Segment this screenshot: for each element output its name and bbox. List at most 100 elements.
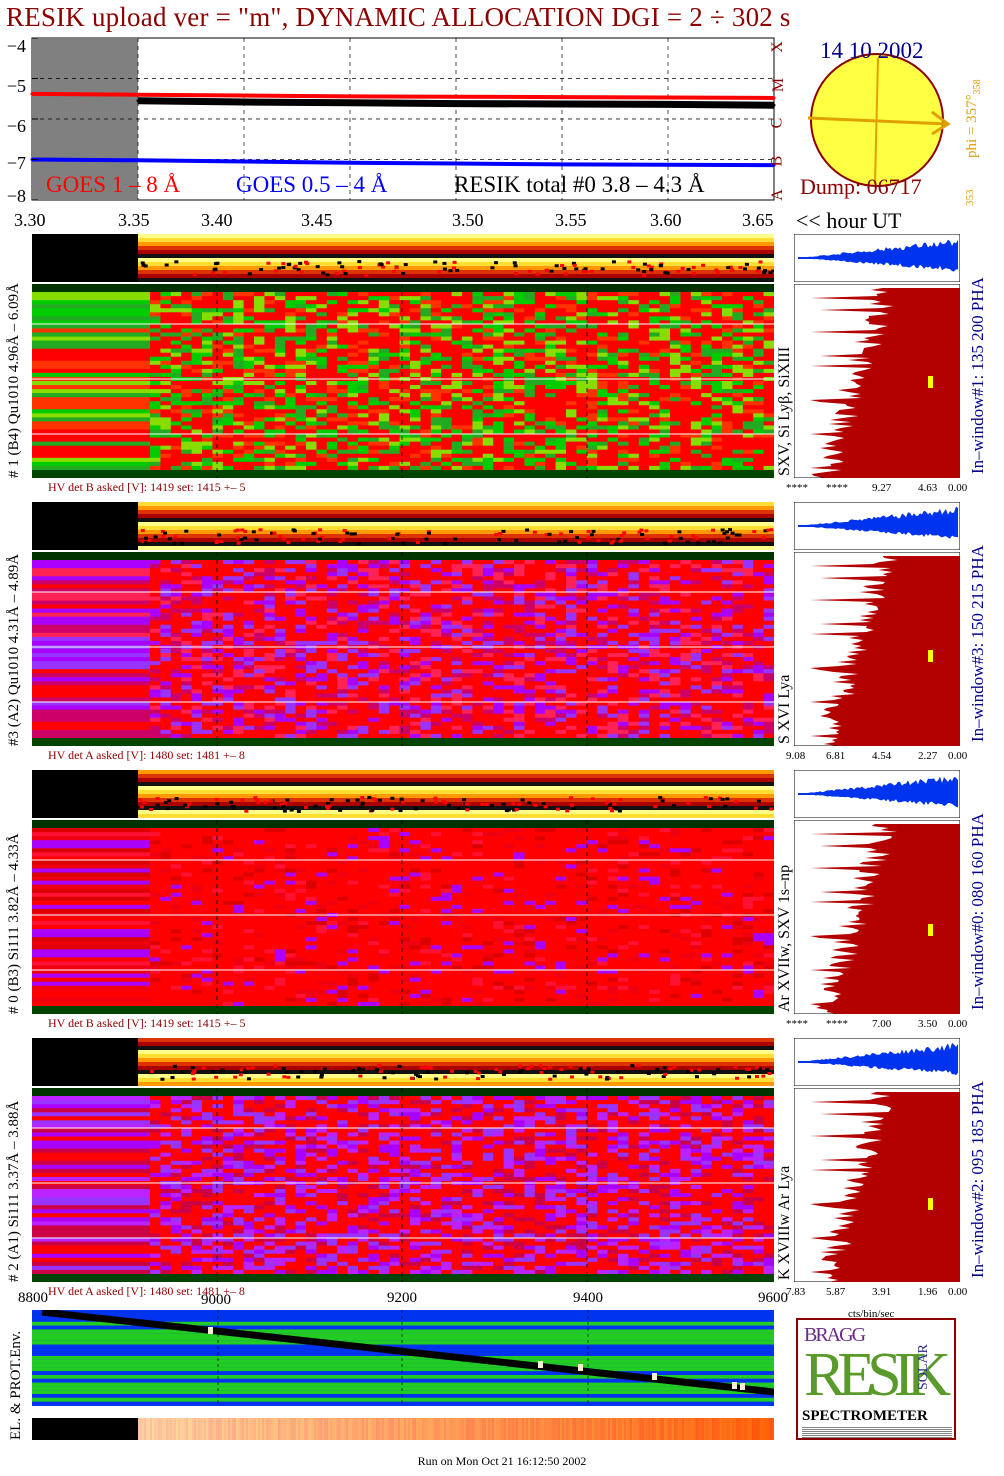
spectrogram-cell bbox=[618, 604, 629, 610]
spectrogram-cell bbox=[545, 616, 557, 622]
spectrogram-cell bbox=[410, 340, 421, 346]
spectrogram-cell bbox=[462, 592, 473, 597]
spectrogram-cell bbox=[274, 421, 286, 426]
spectrogram-cell bbox=[732, 600, 744, 606]
spectrogram-cell bbox=[326, 576, 338, 581]
spectrogram-cell bbox=[358, 580, 369, 585]
spectrogram-cell bbox=[295, 372, 307, 378]
spectrogram-cell bbox=[576, 304, 588, 309]
spectrogram-cell bbox=[628, 657, 640, 662]
spectrogram-cell bbox=[638, 608, 650, 614]
spectrogram-cell bbox=[399, 328, 411, 333]
spectrogram-row bbox=[32, 437, 150, 443]
spectrogram-cell bbox=[233, 441, 245, 447]
spectrogram-cell bbox=[160, 401, 172, 406]
spectrogram-cell bbox=[378, 596, 390, 601]
spectrogram-cell bbox=[722, 608, 733, 614]
spectrogram-cell bbox=[181, 324, 193, 329]
spectrogram-cell bbox=[503, 661, 515, 666]
spectrogram-cell bbox=[378, 616, 390, 622]
spectrogram-cell bbox=[150, 292, 161, 297]
spectrogram-cell bbox=[150, 604, 161, 610]
spectrogram-cell bbox=[170, 564, 182, 569]
spectrogram-cell bbox=[659, 449, 671, 455]
spectrogram-cell bbox=[368, 445, 380, 451]
spectrogram-cell bbox=[711, 421, 723, 426]
phi-arrow-axis bbox=[874, 57, 879, 185]
spectrogram-cell bbox=[430, 580, 442, 585]
spectrogram-cell bbox=[358, 336, 369, 342]
strip-noise bbox=[586, 536, 591, 540]
spectrogram-cell bbox=[482, 324, 494, 329]
spectrogram-cell bbox=[326, 352, 338, 358]
spectrogram-cell bbox=[368, 592, 380, 597]
spectrogram-cell bbox=[316, 620, 328, 626]
spectrogram-cell bbox=[680, 405, 692, 410]
strip-noise bbox=[646, 264, 651, 268]
hist-tick: 0.00 bbox=[948, 482, 968, 494]
spectrogram-cell bbox=[399, 368, 411, 374]
spectrogram-cell bbox=[722, 580, 733, 585]
spectrogram-cell bbox=[160, 381, 172, 386]
spectrogram-cell bbox=[337, 461, 349, 467]
spectrogram-cell bbox=[722, 401, 733, 406]
spectrogram-cell bbox=[441, 453, 453, 459]
spectrogram-cell bbox=[555, 600, 567, 606]
spectrogram-cell bbox=[586, 316, 598, 321]
spectrogram-cell bbox=[254, 409, 265, 414]
spectrogram-cell bbox=[202, 608, 213, 614]
spectrogram-cell bbox=[763, 340, 774, 346]
spectrogram-cell bbox=[680, 449, 692, 455]
spectrogram-cell bbox=[472, 572, 484, 577]
spectrogram-cell bbox=[150, 429, 161, 435]
spectrogram-cell bbox=[659, 292, 671, 297]
spectrogram-cell bbox=[378, 572, 390, 577]
spectrogram-cell bbox=[160, 640, 172, 646]
spectrogram-cell bbox=[306, 433, 317, 439]
spectrogram-cell bbox=[378, 433, 390, 439]
spectrogram-cell bbox=[337, 600, 349, 606]
spectrogram-cell bbox=[534, 661, 546, 666]
spectrogram-cell bbox=[420, 385, 432, 390]
spectrogram-cell bbox=[306, 429, 317, 435]
spectrogram-cell bbox=[462, 296, 473, 301]
spectrogram-cell bbox=[690, 364, 702, 370]
spectrogram-cell bbox=[638, 657, 650, 662]
spectrogram-cell bbox=[462, 413, 473, 418]
spectrogram-cell bbox=[337, 344, 349, 350]
spectrogram-cell bbox=[337, 441, 349, 447]
spectrogram-cell bbox=[222, 457, 234, 463]
spectrogram-cell bbox=[243, 604, 255, 610]
spectrogram-cell bbox=[680, 344, 692, 350]
spectrogram-cell bbox=[316, 344, 328, 350]
spectrogram-cell bbox=[420, 328, 432, 333]
spectrogram-cell bbox=[389, 584, 401, 589]
spectrogram-cell bbox=[451, 312, 463, 317]
spectrogram-cell bbox=[212, 568, 224, 573]
strip-noise bbox=[357, 260, 362, 264]
spectrogram-cell bbox=[358, 316, 369, 321]
spectrogram-cell bbox=[607, 336, 619, 342]
spectrogram-cell bbox=[524, 425, 536, 430]
spectrogram-cell bbox=[597, 381, 609, 386]
spectrogram-cell bbox=[150, 425, 161, 430]
strip-noise bbox=[395, 532, 400, 536]
spectrogram-cell bbox=[472, 596, 484, 601]
spectrogram-cell bbox=[441, 320, 453, 325]
spectrogram-cell bbox=[566, 304, 577, 309]
spectrogram-cell bbox=[607, 564, 619, 569]
spectrogram-cell bbox=[191, 653, 203, 658]
spectrogram-cell bbox=[222, 364, 234, 370]
spectrogram-cell bbox=[337, 588, 349, 593]
spectrogram-cell bbox=[441, 588, 453, 593]
spectrogram-cell bbox=[451, 584, 463, 589]
spectrogram-cell bbox=[524, 393, 536, 398]
spectrogram-cell bbox=[545, 296, 557, 301]
spectrogram-cell bbox=[378, 328, 390, 333]
spectrogram-cell bbox=[534, 620, 546, 626]
spectrogram-cell bbox=[285, 612, 297, 618]
spectrogram-cell bbox=[295, 433, 307, 439]
spectrogram-row bbox=[32, 389, 150, 394]
spectrogram-cell bbox=[410, 413, 421, 418]
spectrogram-cell bbox=[160, 344, 172, 350]
